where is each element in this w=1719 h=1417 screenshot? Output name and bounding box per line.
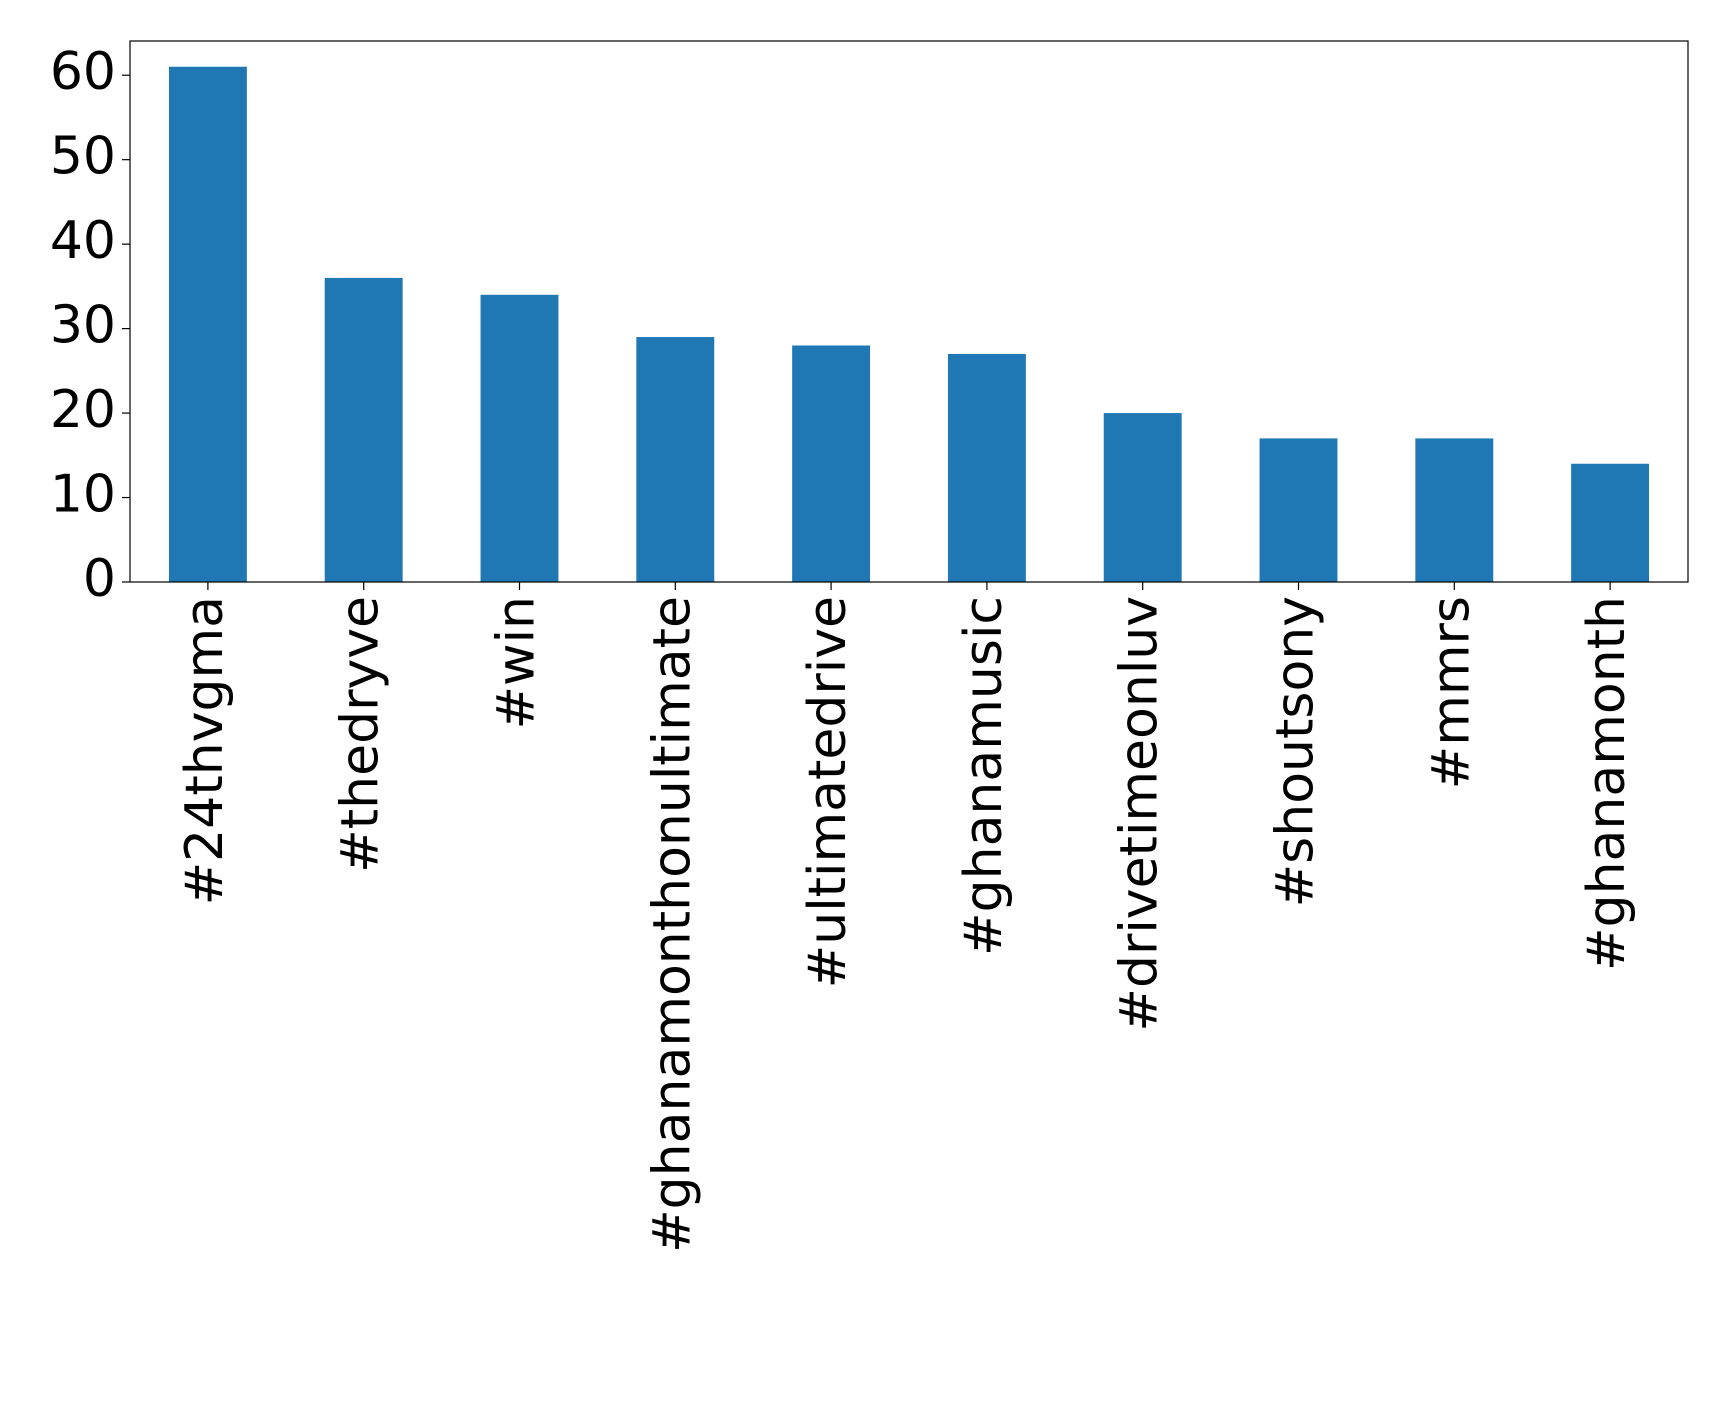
y-tick-label: 10 <box>50 465 116 525</box>
x-tick-label: #ultimatedrive <box>798 596 858 988</box>
x-tick-label: #ghanamonth <box>1577 596 1637 971</box>
x-tick-label: #thedryve <box>331 596 391 873</box>
bar <box>480 294 559 582</box>
y-tick-label: 60 <box>50 42 116 102</box>
y-tick-label: 50 <box>50 127 116 187</box>
y-tick-label: 40 <box>50 211 116 271</box>
bar <box>1571 463 1650 582</box>
x-tick-label: #drivetimeonluv <box>1110 596 1170 1032</box>
x-tick-label: #ghanamusic <box>954 596 1014 956</box>
bar <box>1103 413 1182 582</box>
bar <box>168 66 247 582</box>
x-tick-label: #shoutsony <box>1266 596 1326 907</box>
bar <box>636 337 715 582</box>
bar <box>1259 438 1338 582</box>
y-tick-label: 30 <box>50 296 116 356</box>
x-tick-label: #ghanamonthonultimate <box>642 596 702 1253</box>
bar <box>324 277 403 582</box>
y-tick-label: 20 <box>50 380 116 440</box>
y-tick-label: 0 <box>83 549 116 609</box>
bar <box>1415 438 1494 582</box>
x-tick-label: #win <box>487 596 547 730</box>
bar <box>792 345 871 582</box>
x-tick-label: #mmrs <box>1421 596 1481 789</box>
bar <box>947 353 1026 582</box>
x-tick-label: #24thvgma <box>175 596 235 905</box>
plot-frame <box>129 40 1689 583</box>
